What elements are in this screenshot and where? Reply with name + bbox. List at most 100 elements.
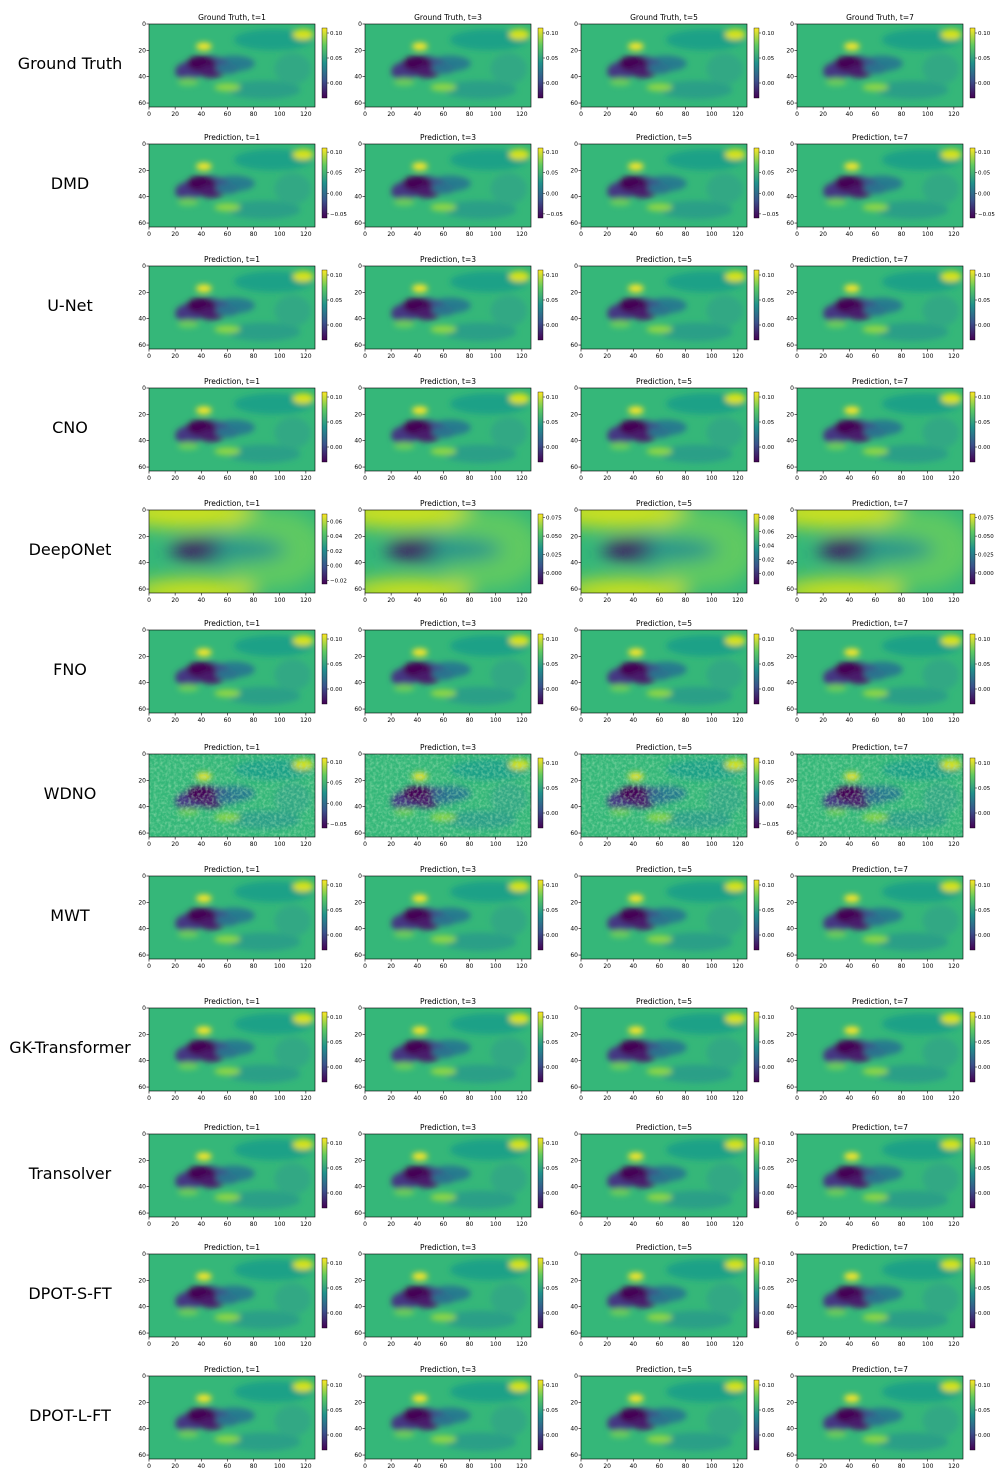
x-tick-label: 40 (629, 717, 637, 724)
y-tick-label: 20 (570, 167, 578, 174)
x-tick-label: 80 (898, 597, 906, 604)
field-blob (863, 1173, 888, 1185)
y-tick-label: 20 (786, 411, 794, 418)
field-blob (274, 416, 312, 449)
heatmap-svg: Prediction, t=3 0 20 40 60 80 100 120 0 20 40 60 0.1… (354, 133, 563, 238)
field-blob (227, 1064, 301, 1084)
colorbar-tick-label: 0.05 (978, 662, 991, 668)
x-tick-label: 0 (363, 475, 367, 482)
field-blob (724, 635, 746, 646)
x-tick-label: 0 (795, 1221, 799, 1228)
x-tick-label: 0 (795, 353, 799, 360)
colorbar-tick-label: −0.05 (330, 822, 347, 828)
heatmap-panel: Ground Truth, t=1 0 20 40 60 80 100 120 0 20 40 60 0… (138, 12, 345, 124)
heatmap-field (365, 144, 531, 227)
x-tick-label: 60 (656, 231, 664, 238)
y-tick-label: 60 (786, 342, 794, 349)
colorbar-tick-label: 0.05 (978, 1040, 991, 1046)
colorbar (537, 27, 544, 99)
x-tick-label: 80 (898, 1221, 906, 1228)
field-blob (825, 1062, 847, 1070)
heatmap-svg: Prediction, t=3 0 20 40 60 80 100 120 0 20 40 60 0.1… (354, 1123, 558, 1228)
y-tick-label: 0 (358, 627, 362, 634)
field-blob (628, 1272, 644, 1281)
field-blob (875, 1310, 949, 1330)
field-blob (875, 444, 949, 464)
field-blob (797, 578, 906, 593)
x-tick-label: 120 (300, 1221, 312, 1228)
colorbar-tick-label: 0.10 (546, 883, 559, 889)
heatmap-svg: Prediction, t=5 0 20 40 60 80 100 120 0 20 40 60 0.1… (570, 619, 775, 724)
colorbar-tick-label: 0.05 (330, 662, 343, 668)
heatmap-field (365, 1254, 531, 1337)
x-tick-label: 120 (516, 963, 528, 970)
panel-title: Prediction, t=3 (420, 865, 476, 874)
x-tick-label: 100 (706, 841, 718, 848)
heatmap-field (365, 24, 531, 107)
heatmap-svg: Prediction, t=7 0 20 40 60 80 100 120 0 20 40 60 0.1… (786, 743, 990, 848)
x-tick-label: 80 (250, 841, 258, 848)
x-tick-label: 100 (706, 1463, 718, 1470)
colorbar-tick-label: 0.05 (762, 1040, 775, 1046)
row-label: DPOT-S-FT (28, 1284, 112, 1303)
field-blob (430, 1313, 457, 1322)
colorbar-tick-label: 0.10 (762, 637, 775, 643)
y-tick-label: 20 (138, 1277, 146, 1284)
x-tick-label: 0 (579, 1095, 583, 1102)
field-blob (508, 271, 530, 282)
field-blob (724, 149, 746, 160)
field-blob (647, 915, 672, 927)
field-blob (393, 1308, 415, 1316)
x-tick-label: 100 (490, 1095, 502, 1102)
y-tick-label: 60 (570, 342, 578, 349)
x-tick-label: 0 (363, 111, 367, 118)
colorbar-tick-label: 0.00 (330, 564, 343, 570)
colorbar-tick-label: 0.05 (978, 908, 991, 914)
field-blob (875, 1190, 949, 1210)
field-blob (922, 1162, 960, 1195)
x-tick-label: 100 (706, 1221, 718, 1228)
colorbar (753, 633, 760, 705)
colorbar (969, 1257, 976, 1329)
y-tick-label: 40 (570, 680, 578, 687)
x-tick-label: 0 (363, 597, 367, 604)
x-tick-label: 40 (845, 841, 853, 848)
heatmap-svg: Ground Truth, t=3 0 20 40 60 80 100 120 0 20 40 60 0… (354, 13, 558, 118)
x-tick-label: 60 (872, 1221, 880, 1228)
heatmap-svg: Prediction, t=1 0 20 40 60 80 100 120 0 20 40 60 0.1… (138, 865, 342, 970)
heatmap-field (365, 510, 531, 593)
y-tick-label: 60 (786, 1452, 794, 1459)
colorbar-tick-label: 0.00 (762, 1311, 775, 1317)
colorbar-tick-label: 0.05 (330, 1408, 343, 1414)
field-blob (940, 635, 962, 646)
field-blob (922, 416, 960, 449)
x-tick-label: 40 (413, 717, 421, 724)
y-tick-label: 60 (570, 706, 578, 713)
y-tick-label: 40 (786, 680, 794, 687)
y-tick-label: 0 (142, 1131, 146, 1138)
x-tick-label: 40 (197, 717, 205, 724)
x-tick-label: 100 (922, 841, 934, 848)
x-tick-label: 40 (629, 475, 637, 482)
colorbar-tick-label: 0.10 (762, 1383, 775, 1389)
colorbar-tick-label: 0.00 (762, 445, 775, 451)
field-blob (431, 1293, 456, 1305)
x-tick-label: 0 (363, 353, 367, 360)
panel-title: Prediction, t=1 (204, 133, 260, 142)
field-blob (724, 393, 746, 404)
x-tick-label: 100 (274, 841, 286, 848)
x-tick-label: 120 (516, 841, 528, 848)
heatmap-panel: Prediction, t=5 0 20 40 60 80 100 120 0 20 40 60 0.1… (570, 864, 777, 976)
field-blob (844, 406, 860, 415)
field-blob (646, 325, 673, 334)
y-tick-label: 60 (354, 220, 362, 227)
field-blob (215, 1047, 240, 1059)
heatmap-field (581, 510, 747, 593)
x-tick-label: 120 (516, 111, 528, 118)
heatmap-svg: Prediction, t=5 0 20 40 60 80 100 120 0 20 40 60 0.1… (570, 1365, 775, 1470)
heatmap-svg: Prediction, t=3 0 20 40 60 80 100 120 0 20 40 60 0.1… (354, 1365, 558, 1470)
field-blob (443, 80, 517, 100)
field-blob (825, 1308, 847, 1316)
x-tick-label: 0 (147, 353, 151, 360)
axes-frame (796, 875, 964, 960)
